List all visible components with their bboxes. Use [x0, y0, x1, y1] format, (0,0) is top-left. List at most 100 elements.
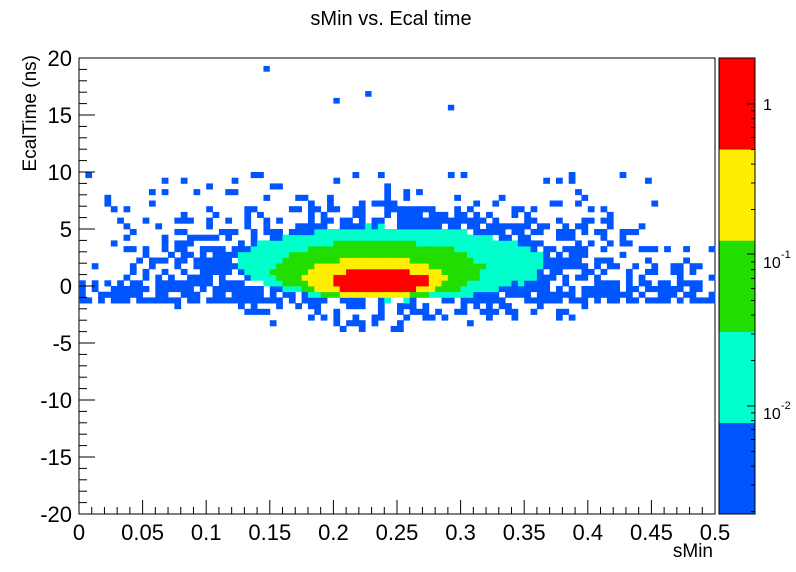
heatmap-cell [218, 274, 226, 281]
heatmap-cell [174, 246, 182, 253]
heatmap-cell [562, 291, 570, 298]
heatmap-cell [346, 223, 353, 230]
heatmap-cell [333, 274, 341, 281]
heatmap-cell [282, 251, 290, 258]
heatmap-cell [422, 229, 430, 236]
heatmap-cell [428, 240, 436, 247]
heatmap-cell [505, 251, 512, 258]
heatmap-cell [142, 217, 150, 224]
heatmap-cell [161, 257, 169, 264]
heatmap-cell [193, 257, 201, 264]
heatmap-cell [625, 229, 633, 236]
heatmap-cell [276, 217, 283, 224]
heatmap-cell [403, 251, 411, 258]
heatmap-cell [91, 263, 99, 270]
palette-label: 1 [763, 97, 772, 114]
heatmap-cell [594, 280, 601, 287]
heatmap-cell [339, 240, 347, 247]
heatmap-cell [486, 251, 493, 258]
heatmap-cell [556, 177, 563, 184]
heatmap-cell [339, 234, 347, 241]
heatmap-cell [377, 286, 385, 293]
heatmap-cell [473, 251, 481, 258]
heatmap-cell [600, 234, 608, 241]
heatmap-cell [244, 263, 252, 270]
heatmap-cell [225, 268, 233, 275]
heatmap-cell [479, 291, 487, 298]
heatmap-cell [422, 286, 430, 293]
heatmap-cell [524, 274, 531, 281]
heatmap-cell [447, 172, 455, 179]
heatmap-cell [295, 263, 302, 270]
heatmap-cell [409, 211, 417, 218]
heatmap-cell [377, 257, 385, 264]
heatmap-cell [428, 257, 436, 264]
heatmap-cell [511, 308, 519, 315]
heatmap-cell [638, 246, 646, 253]
heatmap-cell [79, 280, 86, 287]
heatmap-cell [371, 251, 379, 258]
heatmap-cell [428, 211, 436, 218]
heatmap-cell [619, 234, 627, 241]
heatmap-cell [142, 246, 150, 253]
heatmap-cell [352, 251, 360, 258]
heatmap-cell [498, 251, 506, 258]
heatmap-cell [161, 286, 169, 293]
heatmap-cell [524, 240, 531, 247]
heatmap-cell [218, 257, 226, 264]
heatmap-cell [435, 211, 442, 218]
heatmap-cell [129, 268, 137, 275]
heatmap-cell [581, 297, 589, 304]
heatmap-cell [619, 240, 627, 247]
heatmap-cell [371, 246, 379, 253]
heatmap-cell [307, 286, 315, 293]
heatmap-cell [333, 257, 341, 264]
heatmap-cell [517, 268, 525, 275]
heatmap-cell [422, 246, 430, 253]
heatmap-cell [594, 263, 601, 270]
heatmap-cell [307, 297, 315, 304]
heatmap-cell [473, 229, 481, 236]
heatmap-cell [479, 234, 487, 241]
heatmap-cell [358, 303, 366, 310]
heatmap-cell [384, 274, 392, 281]
heatmap-cell [454, 234, 461, 241]
heatmap-cell [416, 246, 423, 253]
heatmap-cell [288, 246, 296, 253]
heatmap-cell [225, 286, 233, 293]
heatmap-cell [549, 257, 557, 264]
heatmap-cell [269, 251, 277, 258]
heatmap-cell [409, 291, 417, 298]
heatmap-cell [327, 194, 334, 201]
heatmap-cell [104, 200, 112, 207]
heatmap-cell [409, 229, 417, 236]
heatmap-cell [447, 263, 455, 270]
heatmap-cell [269, 263, 277, 270]
heatmap-cell [447, 246, 455, 253]
heatmap-cell [307, 240, 315, 247]
heatmap-cell [575, 297, 582, 304]
heatmap-cell [333, 268, 341, 275]
heatmap-cell [314, 286, 322, 293]
heatmap-cell [435, 251, 442, 258]
heatmap-cell [562, 257, 570, 264]
heatmap-cell [479, 297, 487, 304]
heatmap-cell [492, 268, 500, 275]
heatmap-cell [479, 280, 487, 287]
heatmap-cell [320, 234, 328, 241]
heatmap-cell [530, 240, 538, 247]
heatmap-cell [498, 303, 506, 310]
heatmap-cell [212, 297, 220, 304]
heatmap-cell [371, 240, 379, 247]
heatmap-cell [358, 291, 366, 298]
heatmap-cell [556, 268, 563, 275]
heatmap-cell [581, 291, 589, 298]
heatmap-cell [295, 240, 302, 247]
heatmap-cell [295, 229, 302, 236]
heatmap-cell [568, 234, 576, 241]
heatmap-cell [397, 217, 404, 224]
heatmap-cell [568, 251, 576, 258]
heatmap-cell [473, 217, 481, 224]
heatmap-cell [168, 274, 175, 281]
heatmap-cell [689, 286, 697, 293]
